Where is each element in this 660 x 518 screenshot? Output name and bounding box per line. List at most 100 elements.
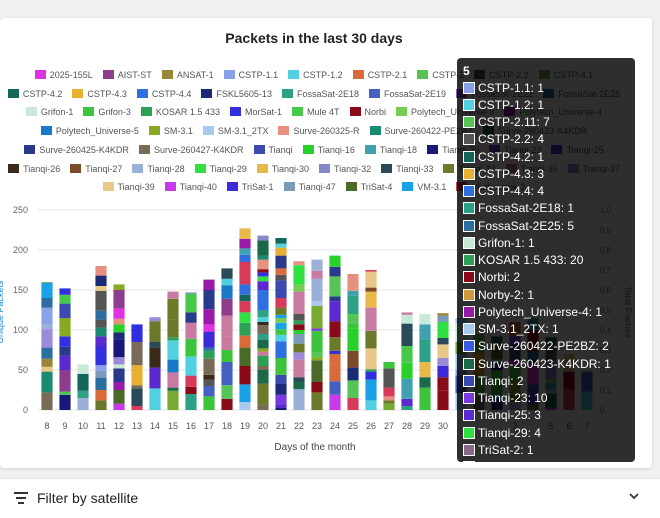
bar-segment xyxy=(293,330,305,334)
legend-item[interactable]: Mule 4T xyxy=(291,103,340,122)
tooltip-rows: CSTP-1.1: 1 CSTP-1.2: 1 CSTP-2.11: 7 CSTP-2… xyxy=(457,79,635,462)
bar-segment xyxy=(437,315,449,322)
legend-item[interactable]: Tianqi-40 xyxy=(164,178,217,197)
legend-swatch xyxy=(194,163,206,173)
legend-item[interactable]: Tianqi-30 xyxy=(256,160,309,179)
legend-label: Tianqi-29 xyxy=(209,163,247,174)
legend-item[interactable]: VM-3.1 xyxy=(402,178,446,197)
legend-swatch xyxy=(278,126,290,136)
bar-segment xyxy=(311,306,323,329)
legend-item[interactable]: CSTP-2 xyxy=(417,66,464,85)
bar-segment xyxy=(365,369,377,372)
legend-item[interactable]: Norbi xyxy=(349,103,387,122)
legend-item[interactable]: Tianqi-32 xyxy=(319,160,371,179)
bar-segment xyxy=(203,290,215,310)
legend-item[interactable]: CSTP-4.3 xyxy=(72,85,127,104)
bar-segment xyxy=(167,372,179,388)
legend-item[interactable]: CSTP-2.1 xyxy=(352,66,407,85)
tooltip-label: Tianqi-25: 3 xyxy=(478,408,541,423)
legend-item[interactable]: Tianqi-33 xyxy=(381,160,433,179)
legend-swatch xyxy=(40,126,52,136)
legend-item[interactable]: Grifon-1 xyxy=(25,103,73,122)
legend-item[interactable]: SM-3.1_2TX xyxy=(202,122,268,141)
tooltip-row: CSTP-4.3: 3 xyxy=(457,165,635,182)
tooltip-row: Surve-260423-K4KDR: 1 xyxy=(457,355,635,372)
legend-item[interactable]: Surve-260325-R xyxy=(278,122,360,141)
legend-item[interactable]: Tianqi-29 xyxy=(194,160,247,179)
tooltip-swatch xyxy=(463,167,475,180)
chevron-down-icon[interactable] xyxy=(629,491,639,501)
legend-item[interactable]: SM-3.1 xyxy=(148,122,193,141)
x-tick-label: 11 xyxy=(96,421,105,431)
legend-item[interactable]: Polytech_Universe-5 xyxy=(40,122,139,141)
legend-swatch xyxy=(83,107,95,117)
legend-swatch xyxy=(140,107,152,117)
legend-item[interactable]: KOSAR 1.5 433 xyxy=(140,103,220,122)
legend-item[interactable]: Tianqi-28 xyxy=(132,160,185,179)
x-tick-label: 9 xyxy=(62,421,67,431)
legend-item[interactable]: Polytech_Universe-3 xyxy=(396,103,494,122)
legend-label: CSTP-1.2 xyxy=(303,70,343,80)
legend-item[interactable]: FossaSat-2E18 xyxy=(281,85,359,104)
legend-item[interactable]: Surve-260425-K4KDR xyxy=(24,141,129,160)
y-tick-label: 150 xyxy=(13,285,28,295)
bar-segment xyxy=(113,318,125,325)
legend-item[interactable]: Grifon-3 xyxy=(83,103,131,122)
bar-segment xyxy=(185,386,197,394)
bar-segment xyxy=(95,400,107,410)
tooltip-swatch xyxy=(463,150,475,163)
tooltip-label: Tianqi-23: 10 xyxy=(478,391,548,406)
tooltip-swatch xyxy=(463,236,475,249)
legend-item[interactable]: Surve-260422-PE2BZ xyxy=(369,122,473,141)
legend-item[interactable]: Tianqi xyxy=(253,141,293,160)
bar-segment xyxy=(203,331,215,348)
bar-segment xyxy=(239,322,251,336)
legend-label: Norbi xyxy=(364,107,387,118)
bar-segment xyxy=(275,314,287,318)
tooltip-row: CSTP-1.2: 1 xyxy=(457,96,635,113)
tooltip-swatch xyxy=(463,323,475,336)
legend-item[interactable]: CSTP-1.2 xyxy=(288,66,343,85)
legend-item[interactable]: TriSat-4 xyxy=(345,178,392,197)
bar-segment xyxy=(203,350,215,359)
legend-item[interactable]: Tianqi-16 xyxy=(302,141,355,160)
legend-item[interactable]: Tianqi-47 xyxy=(283,178,336,197)
legend-item[interactable]: MorSat-1 xyxy=(229,103,282,122)
legend-item[interactable]: 2025-155L xyxy=(34,66,93,85)
legend-item[interactable]: FSKL5605-13 xyxy=(201,85,272,104)
legend-label: Tianqi-47 xyxy=(298,182,336,193)
tooltip-swatch xyxy=(463,98,475,111)
filter-by-satellite-bar[interactable]: Filter by satellite xyxy=(0,478,660,518)
legend-item[interactable]: CSTP-4.4 xyxy=(136,85,191,104)
filter-list-icon xyxy=(14,492,28,504)
bar-segment xyxy=(401,312,413,315)
bar-segment xyxy=(437,344,449,358)
legend-item[interactable]: Tianqi-27 xyxy=(70,160,122,179)
bar-segment xyxy=(239,248,251,255)
legend-item[interactable]: CSTP-4.2 xyxy=(7,85,62,104)
legend-item[interactable]: TriSat-1 xyxy=(226,178,274,197)
bar-segment xyxy=(275,307,287,315)
legend-label: CSTP-2 xyxy=(432,70,465,80)
bar-segment xyxy=(239,284,251,295)
x-tick-label: 14 xyxy=(150,421,160,431)
bar-segment xyxy=(275,243,287,248)
legend-item[interactable]: ANSAT-1 xyxy=(161,66,214,85)
legend-item[interactable]: AIST-ST xyxy=(102,66,152,85)
legend-item[interactable]: CSTP-1.1 xyxy=(223,66,278,85)
bar-segment xyxy=(113,339,125,358)
legend-item[interactable]: Surve-260427-K4KDR xyxy=(138,141,244,160)
legend-item[interactable]: Tianqi-18 xyxy=(364,141,417,160)
bar-segment xyxy=(239,228,251,239)
tooltip-swatch xyxy=(463,219,475,232)
legend-item[interactable]: Tianqi-39 xyxy=(102,178,155,197)
legend-label: Polytech_Universe-3 xyxy=(411,107,495,118)
bar-segment xyxy=(383,387,395,397)
legend-swatch xyxy=(202,126,214,136)
legend-item[interactable]: Tianqi-26 xyxy=(8,160,60,179)
bar-segment xyxy=(329,350,341,354)
tooltip-row: Tianqi-29: 4 xyxy=(457,424,635,441)
legend-item[interactable]: FossaSat-2E19 xyxy=(369,85,446,104)
tooltip-label: FossaSat-2E25: 5 xyxy=(478,218,575,233)
tooltip-label: Norbi: 2 xyxy=(478,270,521,285)
